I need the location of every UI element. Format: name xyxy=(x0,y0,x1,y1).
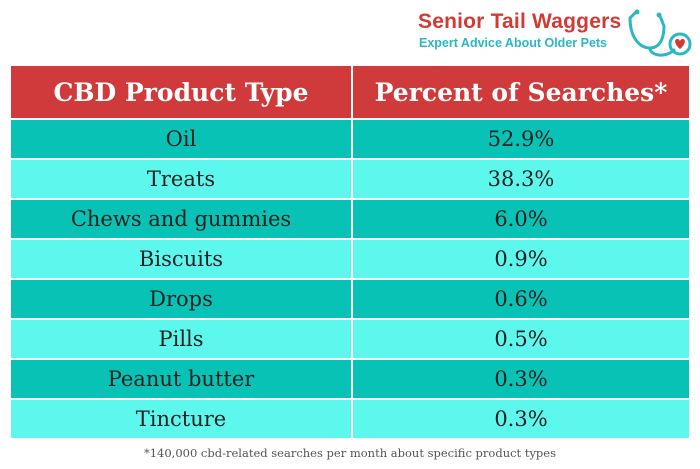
column-header-percent: Percent of Searches* xyxy=(351,64,691,120)
table-row: Pills 0.5% xyxy=(9,318,691,360)
percent-cell: 0.5% xyxy=(351,318,691,360)
product-type-cell: Pills xyxy=(9,318,353,360)
column-header-product-type: CBD Product Type xyxy=(9,64,353,120)
percent-cell: 0.3% xyxy=(351,358,691,400)
percent-cell: 0.6% xyxy=(351,278,691,320)
table-row: Drops 0.6% xyxy=(9,278,691,320)
product-type-cell: Oil xyxy=(9,118,353,160)
product-type-cell: Chews and gummies xyxy=(9,198,353,240)
product-type-cell: Tincture xyxy=(9,398,353,440)
brand-tagline: Expert Advice About Older Pets xyxy=(419,36,608,50)
brand-name: Senior Tail Waggers xyxy=(418,10,622,33)
stethoscope-heart-icon xyxy=(628,9,692,57)
table-row: Treats 38.3% xyxy=(9,158,691,200)
product-type-cell: Peanut butter xyxy=(9,358,353,400)
table-header-row: CBD Product Type Percent of Searches* xyxy=(9,64,691,120)
table-row: Tincture 0.3% xyxy=(9,398,691,440)
table-row: Biscuits 0.9% xyxy=(9,238,691,280)
percent-cell: 0.9% xyxy=(351,238,691,280)
table-row: Chews and gummies 6.0% xyxy=(9,198,691,240)
percent-cell: 38.3% xyxy=(351,158,691,200)
percent-cell: 52.9% xyxy=(351,118,691,160)
brand-header: Senior Tail Waggers Expert Advice About … xyxy=(418,8,696,60)
cbd-search-table: CBD Product Type Percent of Searches* Oi… xyxy=(9,64,691,440)
percent-cell: 6.0% xyxy=(351,198,691,240)
footnote: *140,000 cbd-related searches per month … xyxy=(143,446,557,460)
product-type-cell: Treats xyxy=(9,158,353,200)
product-type-cell: Biscuits xyxy=(9,238,353,280)
product-type-cell: Drops xyxy=(9,278,353,320)
percent-cell: 0.3% xyxy=(351,398,691,440)
table-row: Oil 52.9% xyxy=(9,118,691,160)
table-row: Peanut butter 0.3% xyxy=(9,358,691,400)
